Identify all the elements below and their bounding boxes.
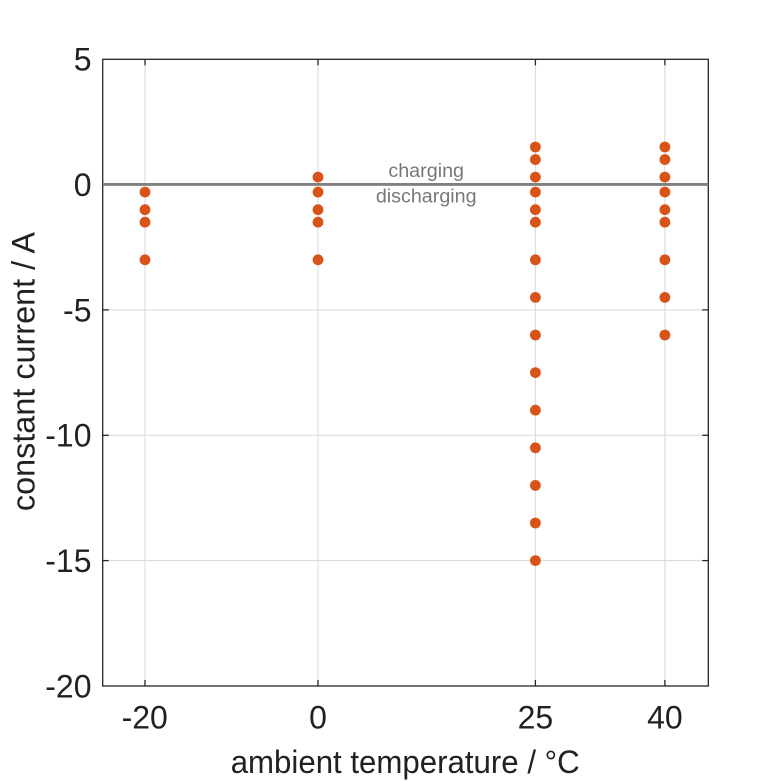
svg-text:-20: -20: [45, 668, 91, 704]
svg-text:discharging: discharging: [376, 187, 477, 208]
svg-text:-5: -5: [63, 292, 91, 328]
svg-text:-10: -10: [45, 418, 91, 454]
svg-text:40: 40: [647, 699, 683, 735]
svg-text:charging: charging: [388, 161, 464, 182]
svg-text:0: 0: [309, 699, 327, 735]
svg-text:ambient temperature / °C: ambient temperature / °C: [231, 744, 580, 780]
svg-text:constant current / A: constant current / A: [5, 231, 41, 511]
svg-text:25: 25: [518, 699, 554, 735]
svg-text:0: 0: [74, 167, 92, 203]
svg-text:5: 5: [74, 42, 92, 78]
svg-text:-20: -20: [122, 699, 168, 735]
svg-text:-15: -15: [45, 543, 91, 579]
